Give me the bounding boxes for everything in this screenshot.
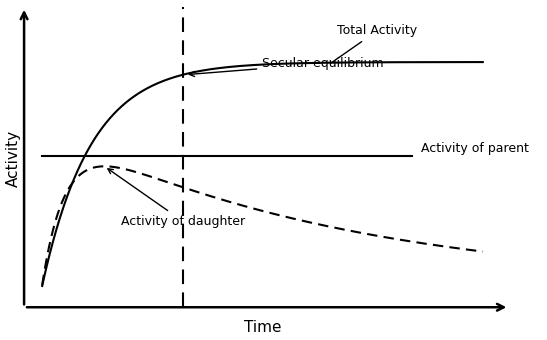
Text: Time: Time xyxy=(243,320,281,335)
Text: Activity of parent: Activity of parent xyxy=(421,142,529,155)
Text: Activity: Activity xyxy=(5,130,21,187)
Text: Secular equilibrium: Secular equilibrium xyxy=(189,57,384,76)
Text: Activity of daughter: Activity of daughter xyxy=(108,169,245,228)
Text: Total Activity: Total Activity xyxy=(331,24,417,63)
